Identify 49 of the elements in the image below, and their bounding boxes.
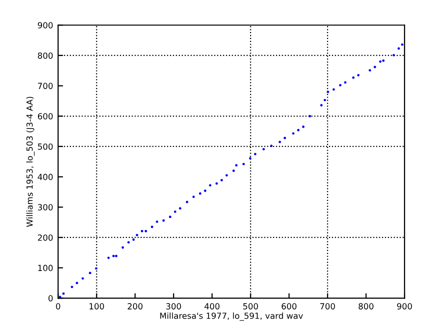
point xyxy=(254,152,256,156)
x-tick-label: 200 xyxy=(128,303,142,310)
y-tick-label: 0 xyxy=(48,295,53,302)
point xyxy=(278,140,282,144)
x-tick-label: 800 xyxy=(358,303,374,310)
y-tick-label: 200 xyxy=(38,234,53,241)
y-tick-label: 900 xyxy=(38,22,53,28)
point xyxy=(242,162,245,166)
x-tick-label: 900 xyxy=(397,303,412,310)
point xyxy=(262,148,265,150)
point xyxy=(352,76,355,79)
y-tick-label: 100 xyxy=(38,264,53,272)
y-tick-label: 300 xyxy=(38,204,53,210)
x-tick-label: 500 xyxy=(243,303,258,310)
x-tick-label: 700 xyxy=(320,303,335,310)
point xyxy=(357,74,360,76)
x-tick-label: 0 xyxy=(56,303,60,310)
x-tick-label: 100 xyxy=(90,303,104,310)
point xyxy=(284,136,286,140)
y-tick-label: 500 xyxy=(38,143,53,150)
point xyxy=(198,192,202,195)
point xyxy=(382,59,385,62)
point xyxy=(326,90,330,94)
point xyxy=(178,207,182,210)
x-tick-label: 300 xyxy=(166,303,181,310)
y-axis-title: Williams 1953, lo_503 (J3-4 AA) xyxy=(26,96,35,227)
point xyxy=(192,196,195,198)
point xyxy=(220,178,223,182)
point xyxy=(132,238,135,241)
point xyxy=(324,98,326,102)
point xyxy=(308,114,312,118)
point xyxy=(127,241,130,244)
point xyxy=(270,144,273,148)
point xyxy=(368,69,372,72)
point xyxy=(248,157,252,160)
point xyxy=(208,184,212,187)
point xyxy=(140,230,144,232)
point xyxy=(150,226,154,228)
point xyxy=(144,230,148,232)
y-tick-label: 400 xyxy=(38,174,53,180)
x-tick-label: 400 xyxy=(204,303,220,310)
x-axis-title: Millaresa's 1977, lo_591, vard wav xyxy=(160,312,303,321)
point xyxy=(374,66,376,68)
y-tick-label: 800 xyxy=(38,52,53,59)
point xyxy=(174,210,176,213)
y-tick-label: 700 xyxy=(38,82,53,90)
point xyxy=(168,216,172,218)
y-tick-label: 600 xyxy=(38,113,53,120)
x-tick-label: 600 xyxy=(282,303,296,310)
